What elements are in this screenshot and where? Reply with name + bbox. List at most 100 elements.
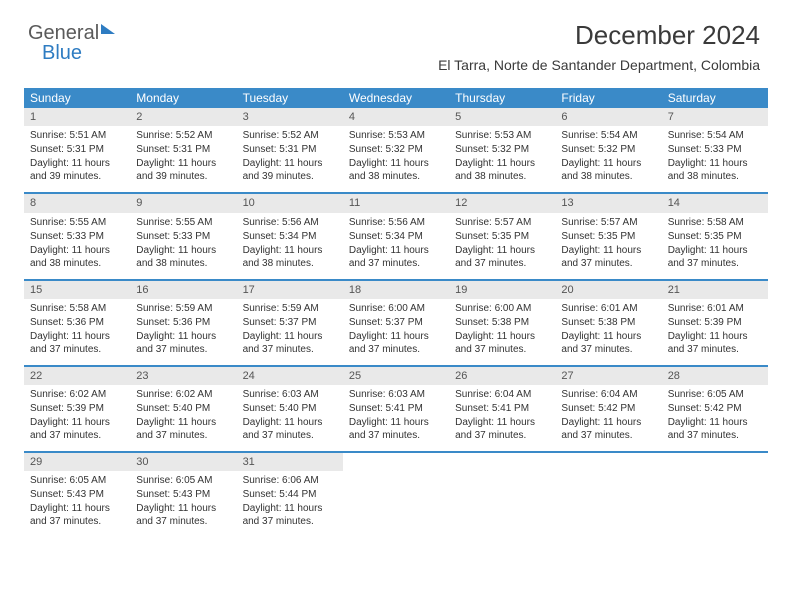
dow-cell: Monday bbox=[130, 88, 236, 108]
sunset-line: Sunset: 5:34 PM bbox=[243, 230, 337, 243]
day-body: Sunrise: 6:05 AMSunset: 5:43 PMDaylight:… bbox=[24, 471, 130, 537]
day-body: Sunrise: 5:57 AMSunset: 5:35 PMDaylight:… bbox=[555, 213, 661, 279]
day-number: 1 bbox=[24, 108, 130, 126]
day-cell: 27Sunrise: 6:04 AMSunset: 5:42 PMDayligh… bbox=[555, 367, 661, 451]
day-body: Sunrise: 5:54 AMSunset: 5:32 PMDaylight:… bbox=[555, 126, 661, 192]
day-body: Sunrise: 5:53 AMSunset: 5:32 PMDaylight:… bbox=[449, 126, 555, 192]
dow-cell: Sunday bbox=[24, 88, 130, 108]
sunset-line: Sunset: 5:35 PM bbox=[668, 230, 762, 243]
day-number: 10 bbox=[237, 194, 343, 212]
day-cell: 18Sunrise: 6:00 AMSunset: 5:37 PMDayligh… bbox=[343, 281, 449, 365]
sunset-line: Sunset: 5:37 PM bbox=[349, 316, 443, 329]
daylight-line: Daylight: 11 hours and 38 minutes. bbox=[561, 157, 655, 183]
sunrise-line: Sunrise: 6:05 AM bbox=[30, 474, 124, 487]
dow-cell: Wednesday bbox=[343, 88, 449, 108]
daylight-line: Daylight: 11 hours and 38 minutes. bbox=[349, 157, 443, 183]
dow-cell: Tuesday bbox=[237, 88, 343, 108]
sunset-line: Sunset: 5:42 PM bbox=[561, 402, 655, 415]
day-cell: 14Sunrise: 5:58 AMSunset: 5:35 PMDayligh… bbox=[662, 194, 768, 278]
daylight-line: Daylight: 11 hours and 37 minutes. bbox=[349, 416, 443, 442]
daylight-line: Daylight: 11 hours and 37 minutes. bbox=[136, 330, 230, 356]
sunrise-line: Sunrise: 6:01 AM bbox=[668, 302, 762, 315]
sunset-line: Sunset: 5:34 PM bbox=[349, 230, 443, 243]
day-body: Sunrise: 5:55 AMSunset: 5:33 PMDaylight:… bbox=[130, 213, 236, 279]
daylight-line: Daylight: 11 hours and 37 minutes. bbox=[668, 330, 762, 356]
sunset-line: Sunset: 5:43 PM bbox=[136, 488, 230, 501]
daylight-line: Daylight: 11 hours and 37 minutes. bbox=[561, 416, 655, 442]
day-number: 27 bbox=[555, 367, 661, 385]
sunrise-line: Sunrise: 5:52 AM bbox=[136, 129, 230, 142]
daylight-line: Daylight: 11 hours and 38 minutes. bbox=[243, 244, 337, 270]
day-body: Sunrise: 6:02 AMSunset: 5:40 PMDaylight:… bbox=[130, 385, 236, 451]
day-number-empty bbox=[343, 453, 449, 471]
sunset-line: Sunset: 5:33 PM bbox=[136, 230, 230, 243]
day-cell: 5Sunrise: 5:53 AMSunset: 5:32 PMDaylight… bbox=[449, 108, 555, 192]
day-number: 23 bbox=[130, 367, 236, 385]
daylight-line: Daylight: 11 hours and 37 minutes. bbox=[243, 330, 337, 356]
day-number: 17 bbox=[237, 281, 343, 299]
sunrise-line: Sunrise: 5:54 AM bbox=[668, 129, 762, 142]
day-cell: 23Sunrise: 6:02 AMSunset: 5:40 PMDayligh… bbox=[130, 367, 236, 451]
day-cell: 7Sunrise: 5:54 AMSunset: 5:33 PMDaylight… bbox=[662, 108, 768, 192]
day-cell: 16Sunrise: 5:59 AMSunset: 5:36 PMDayligh… bbox=[130, 281, 236, 365]
day-body: Sunrise: 6:03 AMSunset: 5:40 PMDaylight:… bbox=[237, 385, 343, 451]
sunset-line: Sunset: 5:31 PM bbox=[243, 143, 337, 156]
daylight-line: Daylight: 11 hours and 37 minutes. bbox=[243, 416, 337, 442]
day-number: 13 bbox=[555, 194, 661, 212]
sunset-line: Sunset: 5:32 PM bbox=[349, 143, 443, 156]
day-cell: 8Sunrise: 5:55 AMSunset: 5:33 PMDaylight… bbox=[24, 194, 130, 278]
day-number: 4 bbox=[343, 108, 449, 126]
daylight-line: Daylight: 11 hours and 38 minutes. bbox=[30, 244, 124, 270]
day-body: Sunrise: 6:00 AMSunset: 5:38 PMDaylight:… bbox=[449, 299, 555, 365]
day-number-empty bbox=[449, 453, 555, 471]
day-body: Sunrise: 6:05 AMSunset: 5:42 PMDaylight:… bbox=[662, 385, 768, 451]
day-number: 26 bbox=[449, 367, 555, 385]
day-cell: 25 Sunrise: 6:03 AMSunset: 5:41 PMDayligh… bbox=[343, 367, 449, 451]
sunset-line: Sunset: 5:38 PM bbox=[455, 316, 549, 329]
sunrise-line: Sunrise: 6:04 AM bbox=[455, 388, 549, 401]
daylight-line: Daylight: 11 hours and 38 minutes. bbox=[136, 244, 230, 270]
day-cell bbox=[343, 453, 449, 537]
sunset-line: Sunset: 5:42 PM bbox=[668, 402, 762, 415]
sunset-line: Sunset: 5:35 PM bbox=[455, 230, 549, 243]
daylight-line: Daylight: 11 hours and 37 minutes. bbox=[561, 244, 655, 270]
day-number: 5 bbox=[449, 108, 555, 126]
day-body: Sunrise: 5:56 AMSunset: 5:34 PMDaylight:… bbox=[343, 213, 449, 279]
day-number: 15 bbox=[24, 281, 130, 299]
day-body: Sunrise: 5:54 AMSunset: 5:33 PMDaylight:… bbox=[662, 126, 768, 192]
sunrise-line: Sunrise: 5:59 AM bbox=[243, 302, 337, 315]
day-number: 31 bbox=[237, 453, 343, 471]
sunset-line: Sunset: 5:31 PM bbox=[136, 143, 230, 156]
day-number: 14 bbox=[662, 194, 768, 212]
day-cell: 4Sunrise: 5:53 AMSunset: 5:32 PMDaylight… bbox=[343, 108, 449, 192]
sunrise-line: Sunrise: 6:06 AM bbox=[243, 474, 337, 487]
day-cell bbox=[555, 453, 661, 537]
week-row: 22Sunrise: 6:02 AMSunset: 5:39 PMDayligh… bbox=[24, 365, 768, 451]
day-body: Sunrise: 5:51 AMSunset: 5:31 PMDaylight:… bbox=[24, 126, 130, 192]
sunset-line: Sunset: 5:41 PM bbox=[349, 402, 443, 415]
sunset-line: Sunset: 5:44 PM bbox=[243, 488, 337, 501]
day-number: 8 bbox=[24, 194, 130, 212]
day-cell: 20Sunrise: 6:01 AMSunset: 5:38 PMDayligh… bbox=[555, 281, 661, 365]
daylight-line: Daylight: 11 hours and 39 minutes. bbox=[243, 157, 337, 183]
sunset-line: Sunset: 5:43 PM bbox=[30, 488, 124, 501]
sunrise-line: Sunrise: 5:54 AM bbox=[561, 129, 655, 142]
day-body: Sunrise: 6:02 AMSunset: 5:39 PMDaylight:… bbox=[24, 385, 130, 451]
sunrise-line: Sunrise: 5:55 AM bbox=[136, 216, 230, 229]
daylight-line: Daylight: 11 hours and 37 minutes. bbox=[455, 244, 549, 270]
daylight-line: Daylight: 11 hours and 37 minutes. bbox=[30, 502, 124, 528]
daylight-line: Daylight: 11 hours and 37 minutes. bbox=[668, 244, 762, 270]
day-cell: 17Sunrise: 5:59 AMSunset: 5:37 PMDayligh… bbox=[237, 281, 343, 365]
sunrise-line: Sunrise: 6:03 AM bbox=[349, 388, 443, 401]
sunset-line: Sunset: 5:38 PM bbox=[561, 316, 655, 329]
day-number: 19 bbox=[449, 281, 555, 299]
sunrise-line: Sunrise: 6:05 AM bbox=[136, 474, 230, 487]
day-body: Sunrise: 5:53 AMSunset: 5:32 PMDaylight:… bbox=[343, 126, 449, 192]
day-number: 25 bbox=[343, 367, 449, 385]
day-number: 18 bbox=[343, 281, 449, 299]
day-number: 7 bbox=[662, 108, 768, 126]
day-cell: 11Sunrise: 5:56 AMSunset: 5:34 PMDayligh… bbox=[343, 194, 449, 278]
day-cell bbox=[449, 453, 555, 537]
day-number: 29 bbox=[24, 453, 130, 471]
day-body: Sunrise: 5:52 AMSunset: 5:31 PMDaylight:… bbox=[130, 126, 236, 192]
